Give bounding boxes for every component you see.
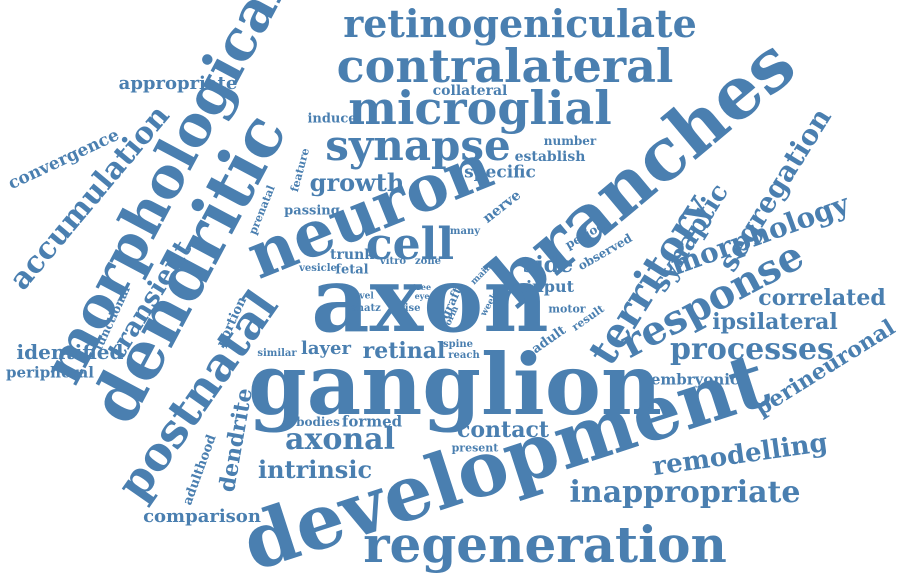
word-tree: tree: [412, 282, 432, 292]
word-retinal: retinal: [362, 338, 446, 364]
word-induce: induce: [307, 111, 357, 127]
word-many: many: [449, 226, 481, 237]
word-axonal: axonal: [285, 422, 395, 457]
word-collateral: collateral: [432, 83, 508, 99]
word-reach: reach: [448, 350, 480, 361]
word-present: present: [451, 441, 499, 455]
word-rise: rise: [399, 303, 421, 314]
word-correlated: correlated: [758, 285, 886, 311]
word-vitro: vitro: [379, 256, 407, 267]
word-layer: layer: [301, 338, 351, 359]
word-formed: formed: [341, 412, 403, 431]
word-side: side: [522, 252, 574, 278]
word-contralateral: contralateral: [336, 39, 674, 93]
word-ganglion: ganglion: [248, 335, 662, 434]
word-inappropriate: inappropriate: [569, 475, 801, 510]
word-synapse: synapse: [325, 121, 511, 170]
word-comparison: comparison: [143, 506, 261, 527]
word-growth: growth: [309, 168, 405, 197]
word-trunk: trunk: [330, 247, 374, 263]
word-retinogeniculate: retinogeniculate: [343, 1, 697, 46]
word-cell: cell: [365, 219, 455, 270]
word-motor: motor: [548, 302, 586, 316]
word-processes: processes: [670, 332, 834, 367]
word-shatz: shatz: [351, 303, 381, 314]
word-input: input: [526, 277, 574, 296]
word-bodies: bodies: [296, 415, 340, 429]
word-embryonic: embryonic: [650, 370, 740, 389]
word-spine: spine: [442, 339, 474, 350]
word-regeneration: regeneration: [363, 515, 727, 574]
word-fetal: fetal: [335, 262, 369, 278]
word-peripheral: peripheral: [6, 363, 94, 382]
word-zone: zone: [415, 256, 441, 267]
word-identified: identified: [16, 340, 124, 364]
word-microglial: microglial: [348, 81, 612, 135]
word-appropriate: appropriate: [118, 73, 238, 94]
word-contact: contact: [456, 417, 550, 443]
word-passing: passing: [284, 203, 340, 219]
word-eye: eye: [414, 291, 430, 301]
word-vesicle: vesicle: [299, 263, 337, 274]
word-number: number: [543, 134, 597, 148]
word-ipsilateral: ipsilateral: [712, 309, 838, 335]
word-intrinsic: intrinsic: [257, 455, 373, 484]
word-similar: similar: [257, 348, 297, 359]
word-level: level: [350, 291, 374, 302]
word-axon: axon: [311, 247, 549, 353]
word-specific: specific: [464, 162, 536, 183]
word-establish: establish: [514, 149, 586, 165]
